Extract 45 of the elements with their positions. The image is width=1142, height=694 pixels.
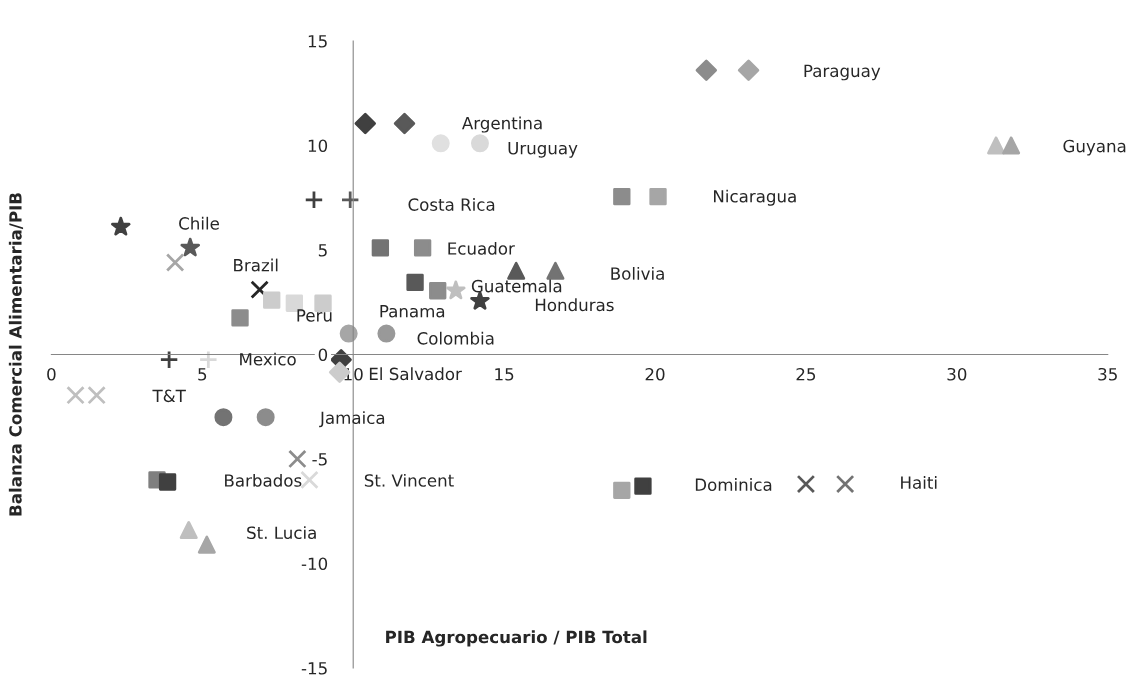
y-tick-label: -10: [301, 557, 328, 571]
y-tick-label: 10: [308, 139, 328, 153]
annotation: Chile: [179, 216, 219, 230]
point: [66, 385, 85, 405]
annotation: Jamaica: [319, 411, 385, 428]
annotation: Ecuador: [448, 241, 515, 255]
x-tick-label: 35: [1098, 367, 1117, 381]
annotation: Colombia: [417, 331, 494, 345]
x-tick-label: 25: [796, 367, 816, 381]
x-tick-label: 30: [947, 367, 967, 381]
annotation: Honduras: [535, 298, 614, 312]
annotation: Uruguay: [508, 142, 578, 158]
point: [431, 134, 450, 153]
x-tick-label: 5: [198, 368, 207, 381]
y-tick-label: -15: [301, 662, 327, 675]
point: [250, 280, 269, 299]
point: [87, 385, 106, 405]
annotation: Nicaragua: [714, 189, 796, 206]
y-tick-label: -5: [312, 453, 327, 466]
point: [377, 324, 396, 343]
annotation: St. Lucia: [247, 526, 316, 540]
annotation: Paraguay: [804, 64, 881, 81]
y-tick-label: 5: [318, 244, 327, 257]
annotation: Barbados: [225, 473, 302, 487]
y-tick-label: 0: [318, 348, 328, 362]
x-tick-label: 20: [645, 367, 665, 381]
x-tick-label: 0: [47, 367, 56, 381]
y-axis-title: Balanza Comercial Alimentaria/PIB: [8, 193, 24, 516]
annotation: Dominica: [695, 478, 772, 491]
annotation: Guatemala: [471, 279, 562, 293]
x-tick-label: 15: [495, 368, 514, 381]
x-axis-title: PIB Agropecuario / PIB Total: [386, 630, 647, 647]
annotation: Peru: [297, 309, 332, 322]
annotation: Bolivia: [611, 266, 664, 280]
annotation: Costa Rica: [408, 198, 495, 211]
annotation: Panama: [380, 305, 445, 318]
annotation: St. Vincent: [364, 473, 454, 487]
annotation: Haiti: [901, 475, 937, 489]
annotation: Guyana: [1063, 139, 1126, 156]
annotation: Brazil: [234, 258, 278, 272]
annotation: El Salvador: [369, 367, 462, 381]
annotation: T&T: [152, 389, 186, 403]
annotation: Argentina: [461, 116, 542, 133]
y-tick-label: 15: [308, 35, 327, 48]
annotation: Mexico: [240, 352, 296, 366]
